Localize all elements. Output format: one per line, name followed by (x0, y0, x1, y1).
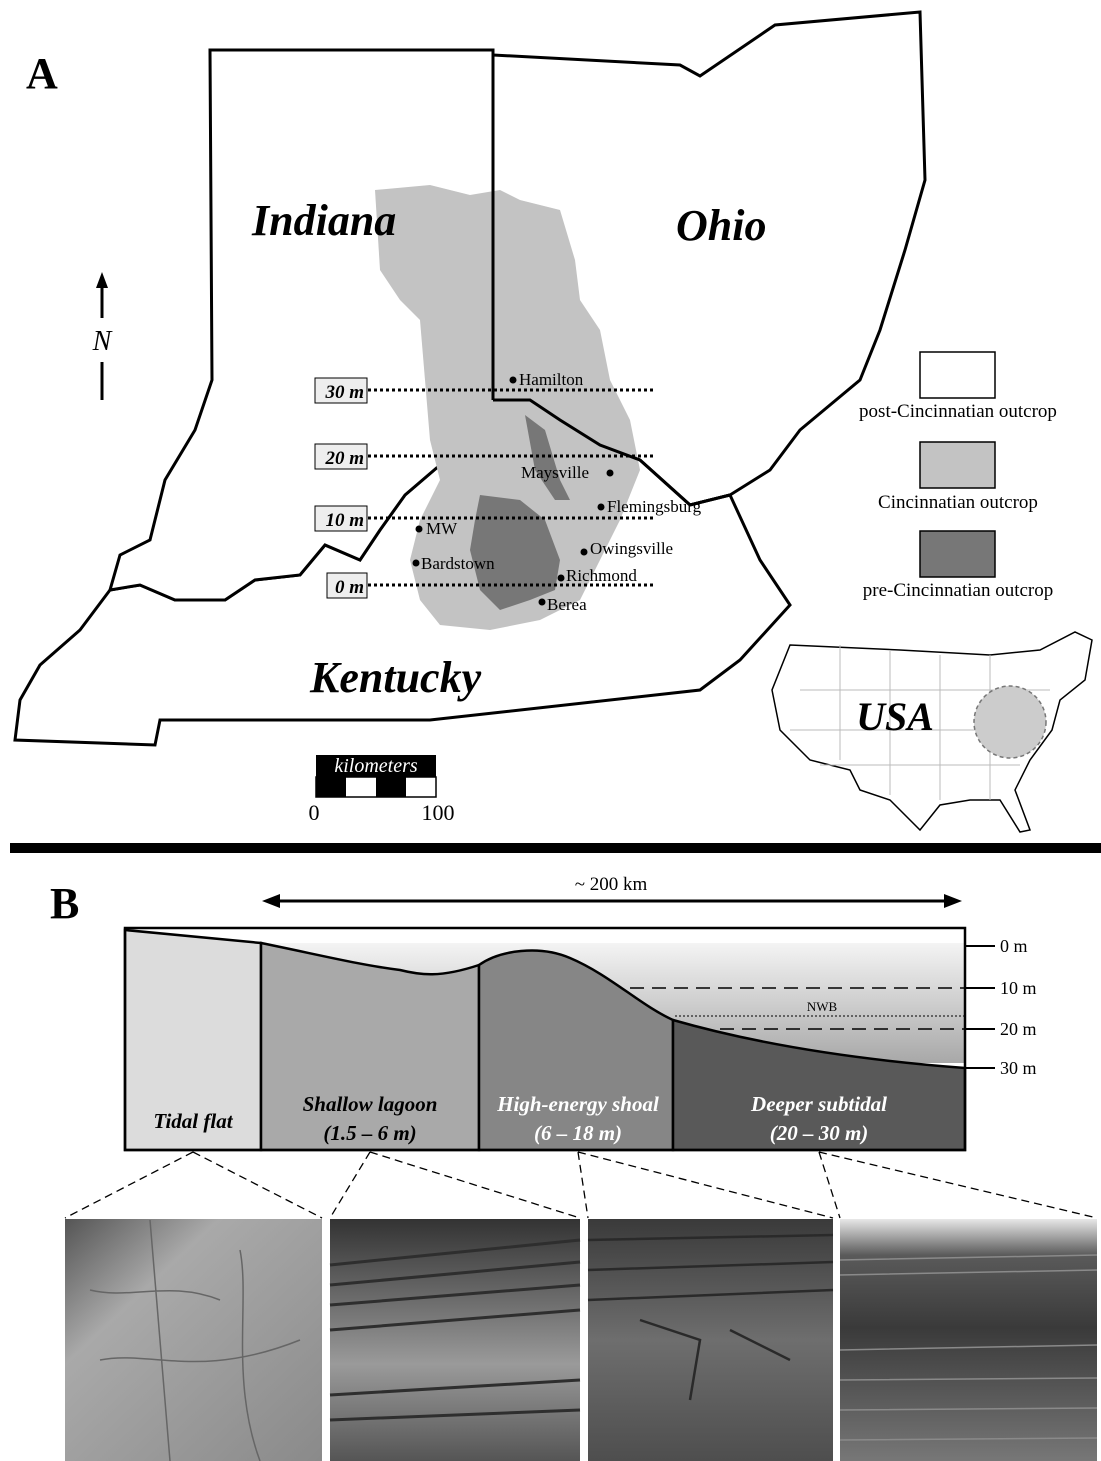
legend-swatch (920, 531, 995, 577)
width-label: ~ 200 km (575, 874, 648, 895)
depth-label: 0 m (1000, 936, 1028, 956)
inset-label: USA (856, 694, 934, 739)
locality: Richmond (566, 566, 637, 585)
shallow-lagoon (261, 943, 479, 1150)
scale-tick: 0 (309, 800, 320, 825)
locality-dot (581, 549, 588, 556)
panel-label: A (26, 49, 58, 98)
depth-label: 30 m (1000, 1058, 1037, 1078)
scale-tick: 100 (422, 800, 455, 825)
depth-label: 0 m (335, 577, 364, 598)
leader (330, 1152, 580, 1218)
scale-title: kilometers (334, 755, 418, 777)
leader (819, 1152, 1097, 1218)
depth-label: 30 m (324, 382, 364, 403)
state-name: Kentucky (309, 653, 482, 702)
depth-label: 10 m (325, 510, 364, 531)
photo-leaders (65, 1152, 1097, 1218)
north-label: N (92, 326, 113, 357)
locality: Bardstown (421, 554, 495, 573)
locality: Maysville (521, 463, 589, 482)
zone-name: Shallow lagoon (303, 1092, 438, 1116)
locality: Flemingsburg (607, 497, 702, 516)
depth-label: 20 m (324, 448, 364, 469)
locality-dot (510, 377, 517, 384)
depth-label: 10 m (1000, 978, 1037, 998)
legend-swatch (920, 442, 995, 488)
locality-dot (607, 470, 614, 477)
leader (578, 1152, 833, 1218)
legend-label: post-Cincinnatian outcrop (859, 401, 1057, 422)
locality-dot (539, 599, 546, 606)
depth-label: 20 m (1000, 1019, 1037, 1039)
usa-inset: USA (772, 632, 1092, 832)
state-name: Indiana (251, 196, 396, 245)
photo-tidal-flat (65, 1219, 322, 1461)
locality-dot (558, 575, 565, 582)
divider (10, 843, 1101, 853)
locality: Berea (547, 595, 587, 614)
nwb-label: NWB (807, 999, 838, 1014)
legend-label: Cincinnatian outcrop (878, 492, 1038, 513)
scale-segment (316, 777, 346, 797)
scale-segment (376, 777, 406, 797)
legend-swatch (920, 352, 995, 398)
state-name: Ohio (676, 201, 766, 250)
locality: MW (426, 519, 458, 538)
photo-shoal (588, 1219, 833, 1461)
locality-dot (413, 560, 420, 567)
locality: Hamilton (519, 370, 584, 389)
zone-name: Tidal flat (153, 1109, 233, 1133)
study-area (974, 686, 1046, 758)
locality-dot (416, 526, 423, 533)
north-arrowhead (96, 272, 108, 288)
legend-label: pre-Cincinnatian outcrop (863, 580, 1053, 601)
photo-shallow-lagoon (330, 1219, 580, 1461)
zone-name: Deeper subtidal (750, 1092, 887, 1116)
locality-dot (598, 504, 605, 511)
scale-bar: kilometers 0 100 (309, 755, 455, 825)
figure: A Indiana Ohio Kentucky N 30 m 20 m 10 m… (0, 0, 1101, 1461)
zone-depth: (6 – 18 m) (534, 1121, 622, 1145)
locality: Owingsville (590, 539, 673, 558)
leader (65, 1152, 322, 1218)
legend: post-Cincinnatian outcrop Cincinnatian o… (859, 352, 1057, 601)
zone-depth: (1.5 – 6 m) (323, 1121, 416, 1145)
zone-depth: (20 – 30 m) (770, 1121, 869, 1145)
panel-label: B (50, 879, 79, 928)
zone-name: High-energy shoal (496, 1092, 659, 1116)
